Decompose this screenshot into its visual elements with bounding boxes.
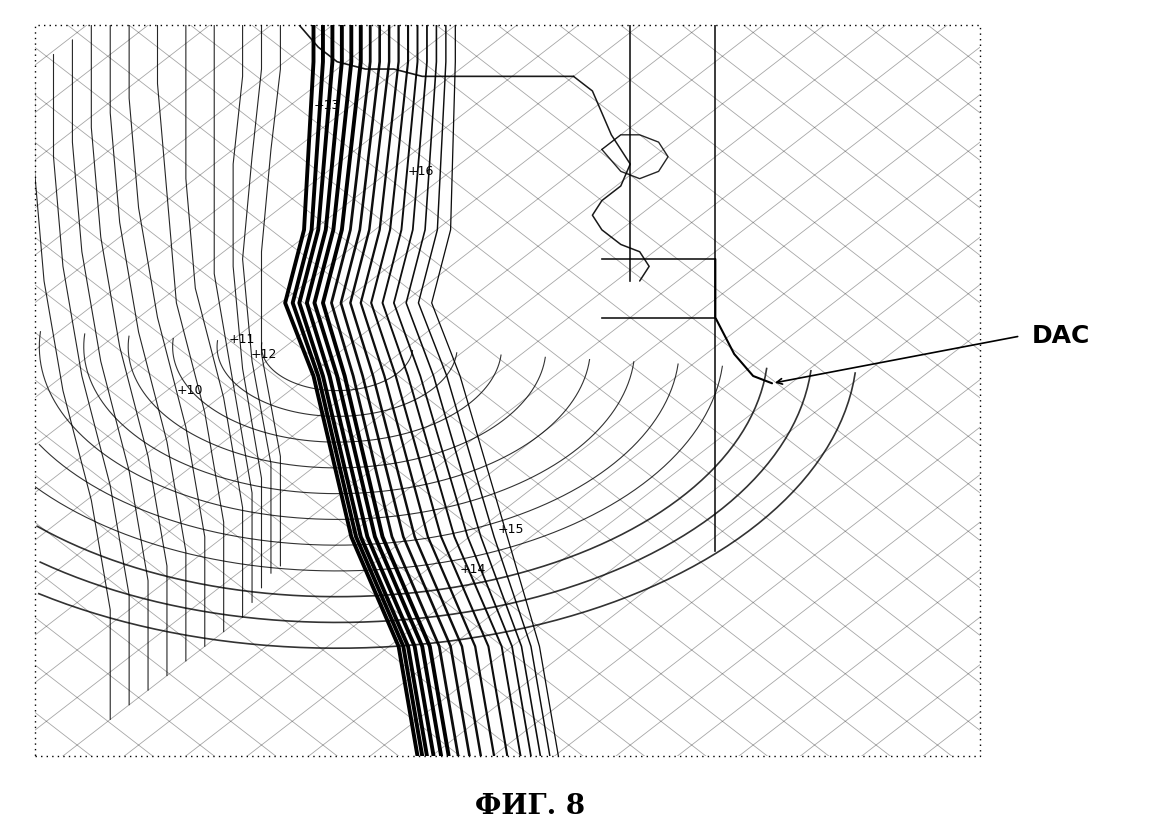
Text: +12: +12 — [250, 348, 277, 360]
Text: +14: +14 — [460, 563, 487, 576]
Text: ФИГ. 8: ФИГ. 8 — [475, 793, 586, 820]
Text: +13: +13 — [314, 99, 340, 112]
Text: +10: +10 — [176, 384, 203, 397]
Text: +15: +15 — [498, 523, 525, 536]
Text: +11: +11 — [228, 333, 255, 346]
Text: DAC: DAC — [1032, 324, 1091, 348]
Text: +16: +16 — [408, 165, 435, 178]
